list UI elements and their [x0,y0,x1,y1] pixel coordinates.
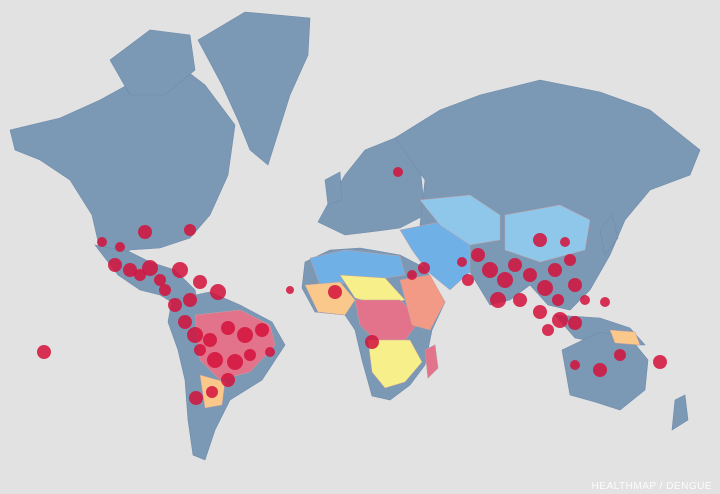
new-zealand [671,394,689,431]
outbreak-marker[interactable] [123,263,137,277]
north-america [9,61,236,263]
outbreak-marker[interactable] [580,295,590,305]
outbreak-marker[interactable] [286,286,294,294]
outbreak-marker[interactable] [593,363,607,377]
outbreak-marker[interactable] [210,284,226,300]
outbreak-marker[interactable] [533,233,547,247]
outbreak-marker[interactable] [462,274,474,286]
outbreak-marker[interactable] [244,349,256,361]
outbreak-marker[interactable] [568,278,582,292]
outbreak-marker[interactable] [221,373,235,387]
outbreak-marker[interactable] [418,262,430,274]
outbreak-marker[interactable] [568,316,582,330]
outbreak-marker[interactable] [523,268,537,282]
outbreak-marker[interactable] [189,391,203,405]
outbreak-marker[interactable] [564,254,576,266]
outbreak-marker[interactable] [560,237,570,247]
map-credit: HEALTHMAP / DENGUE [591,481,712,492]
outbreak-marker[interactable] [533,305,547,319]
uk-iceland [324,171,343,206]
west-africa-region [304,281,356,316]
china-region [504,204,591,263]
outbreak-marker[interactable] [159,284,171,296]
outbreak-marker[interactable] [207,352,223,368]
madagascar-region [424,344,439,379]
outbreak-marker[interactable] [227,354,243,370]
outbreak-marker[interactable] [97,237,107,247]
outbreak-marker[interactable] [570,360,580,370]
outbreak-marker[interactable] [154,274,166,286]
outbreak-marker[interactable] [328,285,342,299]
outbreak-marker[interactable] [482,262,498,278]
outbreak-marker[interactable] [508,258,522,272]
outbreak-marker[interactable] [490,292,506,308]
canadian-arctic-islands [109,29,196,96]
outbreak-marker[interactable] [548,263,562,277]
central-asia-region [419,194,501,246]
outbreak-marker[interactable] [552,312,568,328]
outbreak-marker[interactable] [653,355,667,369]
outbreak-marker[interactable] [134,269,146,281]
outbreak-marker[interactable] [457,257,467,267]
outbreak-marker[interactable] [552,294,564,306]
outbreak-marker[interactable] [37,345,51,359]
outbreak-marker[interactable] [108,258,122,272]
outbreak-marker[interactable] [513,293,527,307]
outbreak-marker[interactable] [537,280,553,296]
outbreak-marker[interactable] [193,275,207,289]
outbreak-marker[interactable] [365,335,379,349]
outbreak-marker[interactable] [221,321,235,335]
japan [599,214,619,256]
outbreak-marker[interactable] [407,270,417,280]
east-africa-region [399,274,446,331]
outbreak-marker[interactable] [203,333,217,347]
outbreak-marker[interactable] [471,248,485,262]
outbreak-marker[interactable] [184,224,196,236]
outbreak-marker[interactable] [255,323,269,337]
outbreak-marker[interactable] [600,297,610,307]
risk-regions [194,194,641,409]
outbreak-marker[interactable] [172,262,188,278]
outbreak-markers [37,167,667,405]
outbreak-marker[interactable] [115,242,125,252]
outbreak-marker[interactable] [497,272,513,288]
png-region [609,329,641,346]
outbreak-marker[interactable] [168,298,182,312]
outbreak-marker[interactable] [237,327,253,343]
outbreak-marker[interactable] [187,327,203,343]
outbreak-marker[interactable] [178,315,192,329]
outbreak-marker[interactable] [206,386,218,398]
outbreak-marker[interactable] [393,167,403,177]
outbreak-marker[interactable] [183,293,197,307]
outbreak-marker[interactable] [265,347,275,357]
greenland [197,11,311,166]
outbreak-marker[interactable] [142,260,158,276]
southern-africa-region [367,339,423,389]
outbreak-marker[interactable] [194,344,206,356]
outbreak-marker[interactable] [614,349,626,361]
outbreak-marker[interactable] [542,324,554,336]
outbreak-marker[interactable] [138,225,152,239]
landmasses [9,11,701,461]
